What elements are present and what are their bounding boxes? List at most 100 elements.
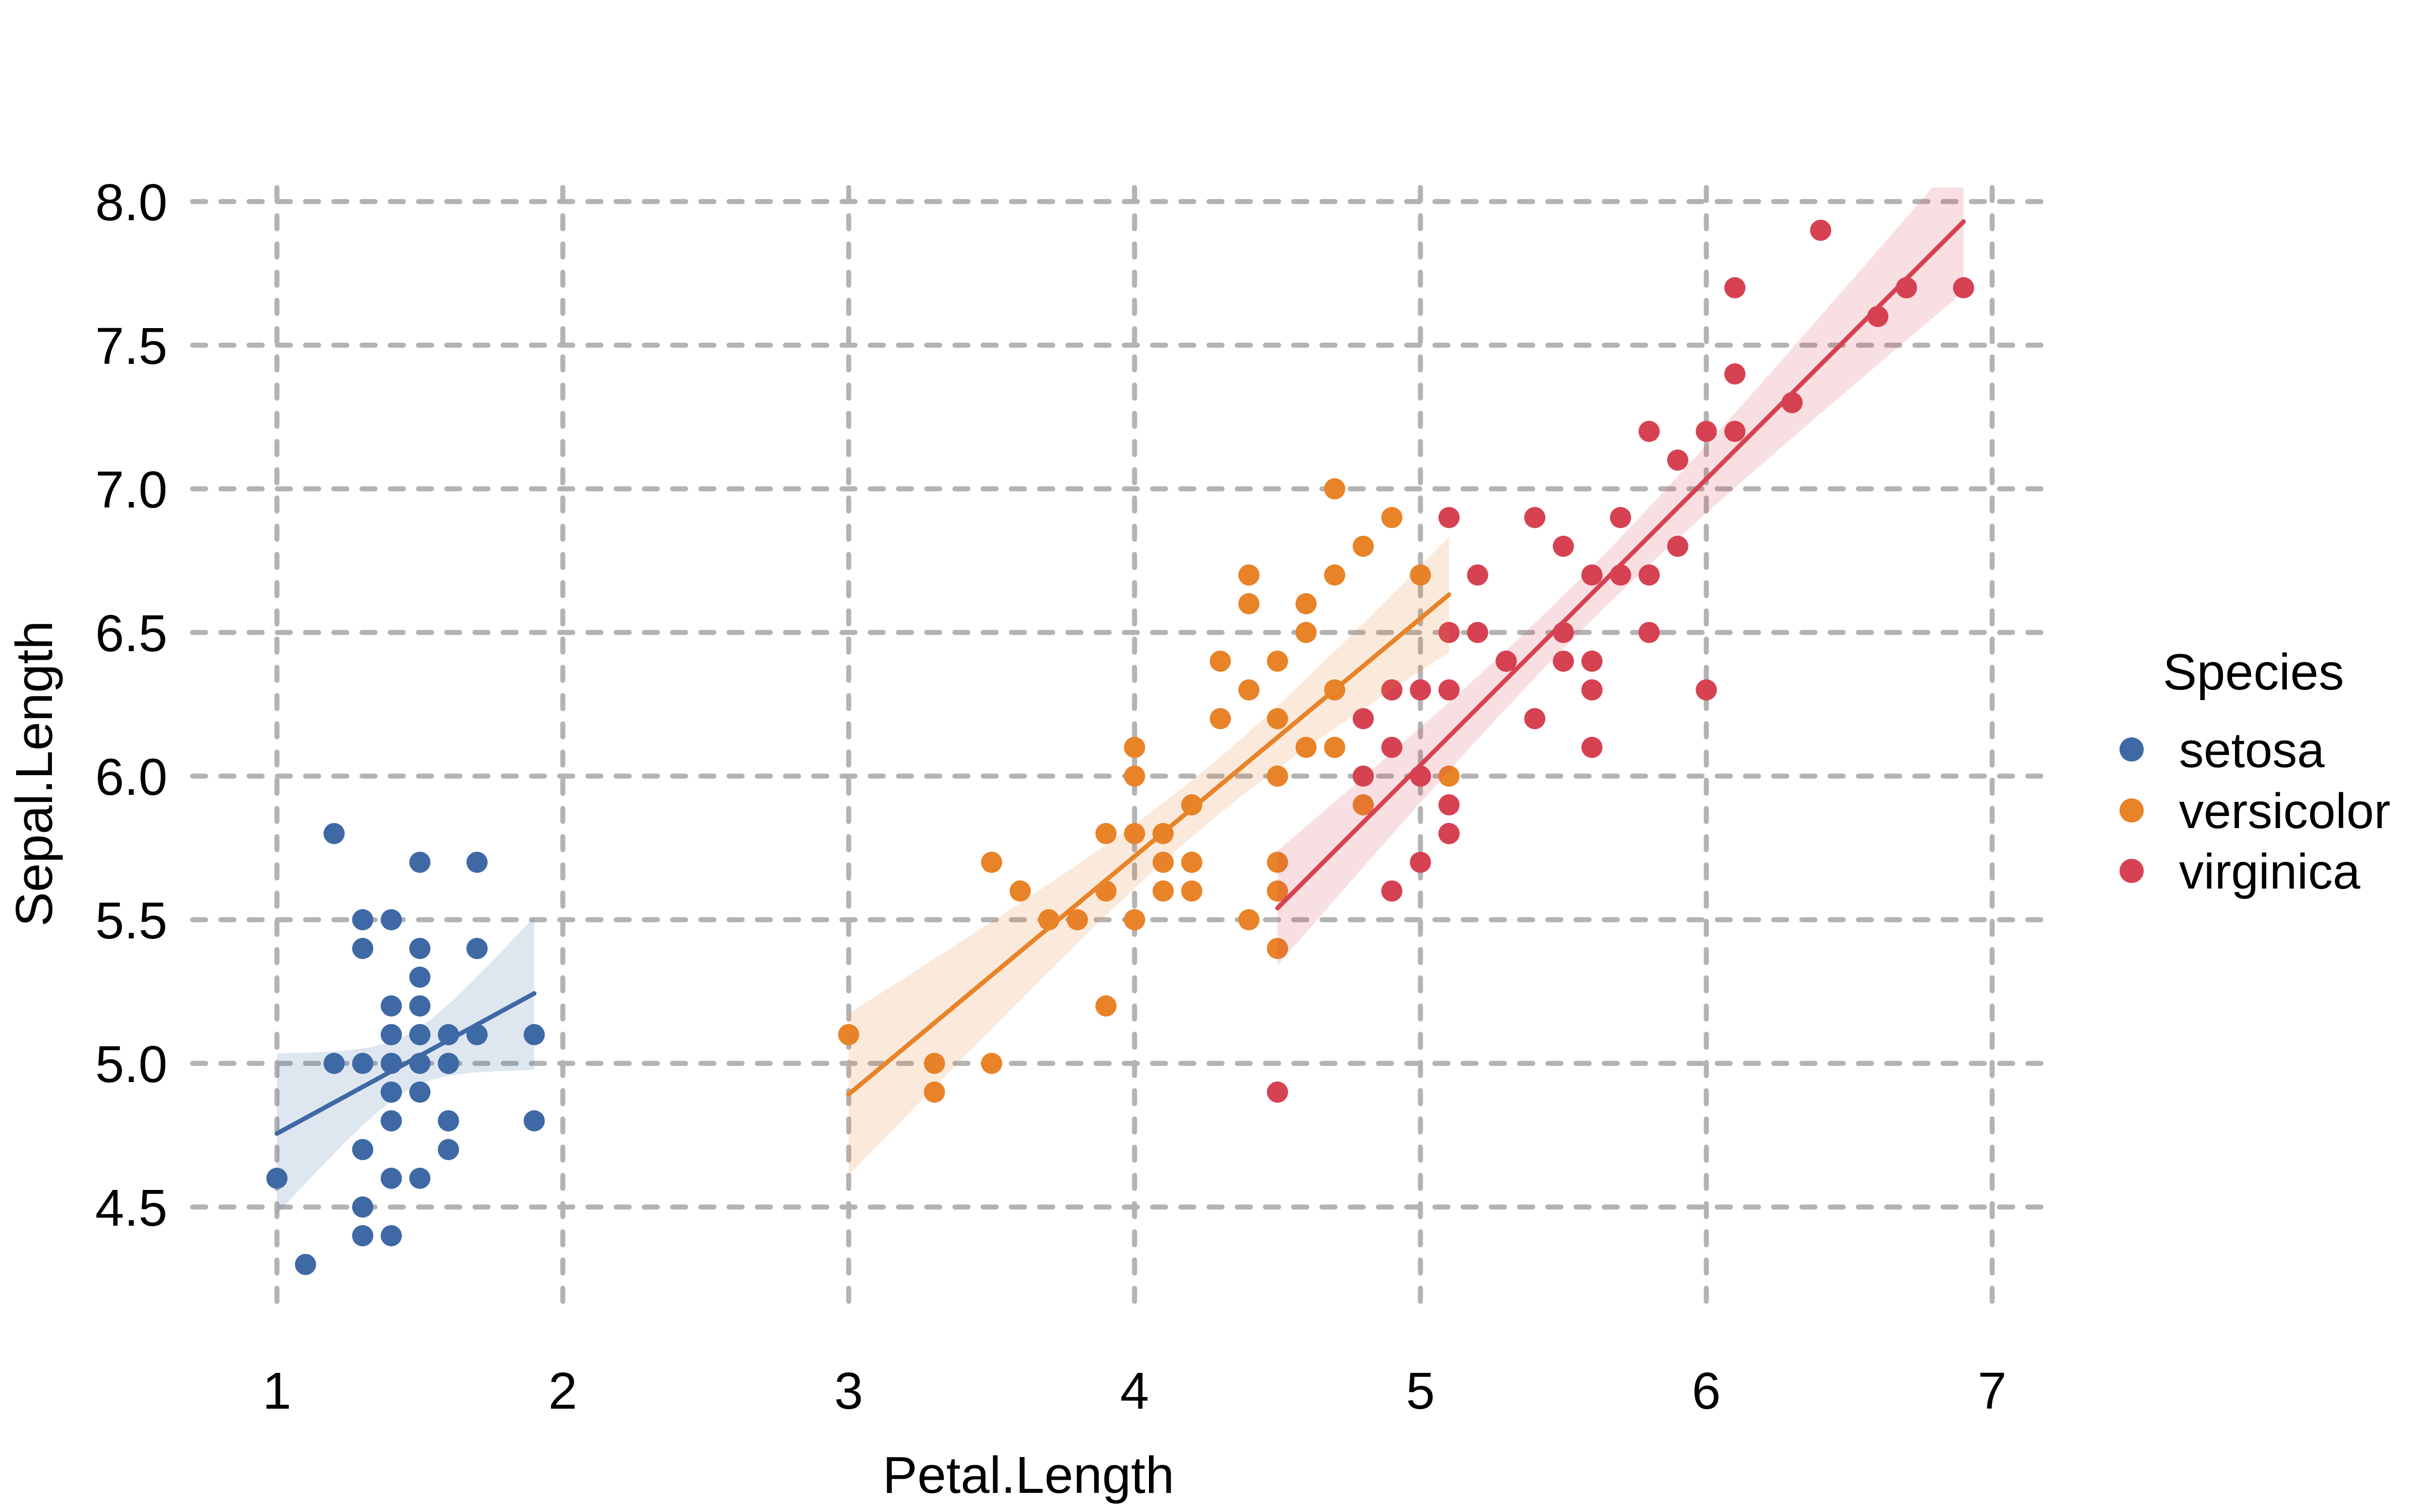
data-point-versicolor	[1124, 823, 1145, 844]
data-point-versicolor	[1266, 708, 1288, 729]
x-tick-label-2: 2	[549, 1362, 577, 1420]
legend-item-versicolor: versicolor	[2120, 783, 2390, 839]
y-tick-label-6.0: 6.0	[95, 748, 167, 806]
data-point-versicolor	[1181, 880, 1202, 902]
legend-swatch-versicolor	[2120, 798, 2144, 823]
data-point-setosa	[381, 1167, 402, 1189]
data-point-setosa	[266, 1167, 288, 1189]
data-point-virginica	[1810, 219, 1832, 241]
x-tick-label-3: 3	[834, 1362, 863, 1420]
legend-swatch-setosa	[2120, 737, 2144, 762]
data-point-virginica	[1381, 880, 1403, 902]
data-point-virginica	[1524, 708, 1546, 729]
data-point-virginica	[1438, 621, 1460, 643]
data-point-setosa	[381, 909, 402, 930]
legend-item-virginica: virginica	[2120, 844, 2361, 899]
y-tick-label-8.0: 8.0	[95, 173, 167, 231]
data-point-virginica	[1381, 679, 1403, 701]
data-point-versicolor	[924, 1081, 945, 1103]
data-point-virginica	[1552, 650, 1574, 672]
x-axis-title: Petal.Length	[883, 1446, 1174, 1504]
y-tick-label-5.5: 5.5	[95, 892, 167, 950]
data-point-setosa	[381, 995, 402, 1017]
data-point-versicolor	[1066, 909, 1088, 930]
data-point-virginica	[1638, 420, 1660, 442]
data-point-versicolor	[981, 1052, 1002, 1074]
data-point-versicolor	[1095, 995, 1117, 1017]
data-point-versicolor	[1295, 621, 1317, 643]
x-tick-label-5: 5	[1406, 1362, 1435, 1420]
panel-background	[193, 187, 2048, 1316]
data-point-virginica	[1638, 564, 1660, 586]
data-point-setosa	[409, 1024, 431, 1045]
data-point-virginica	[1724, 363, 1746, 385]
data-point-setosa	[352, 1196, 374, 1218]
data-point-versicolor	[1238, 679, 1260, 701]
data-point-virginica	[1352, 765, 1374, 787]
data-point-setosa	[352, 937, 374, 959]
data-point-virginica	[1581, 736, 1603, 758]
data-point-setosa	[352, 909, 374, 930]
data-point-virginica	[1667, 449, 1688, 471]
data-point-setosa	[409, 995, 431, 1017]
data-point-versicolor	[1438, 765, 1460, 787]
legend-title: Species	[2163, 644, 2344, 701]
data-point-setosa	[438, 1139, 459, 1160]
data-point-setosa	[523, 1110, 545, 1131]
data-point-setosa	[409, 966, 431, 988]
data-point-virginica	[1438, 823, 1460, 844]
data-point-setosa	[438, 1024, 459, 1045]
data-point-setosa	[409, 1081, 431, 1103]
data-point-versicolor	[1009, 880, 1031, 902]
trend-line-setosa	[274, 991, 537, 1136]
data-point-versicolor	[1410, 564, 1431, 586]
data-point-versicolor	[1266, 765, 1288, 787]
data-point-setosa	[409, 1167, 431, 1189]
data-point-versicolor	[1124, 909, 1145, 930]
confidence-band-virginica	[1277, 187, 1964, 966]
data-point-setosa	[381, 1024, 402, 1045]
data-point-versicolor	[1295, 593, 1317, 614]
legend-swatch-virginica	[2120, 859, 2144, 883]
data-point-virginica	[1495, 650, 1517, 672]
data-point-virginica	[1410, 851, 1431, 873]
x-tick-label-6: 6	[1692, 1362, 1721, 1420]
data-point-setosa	[409, 937, 431, 959]
y-tick-label-5.0: 5.0	[95, 1035, 167, 1093]
data-point-versicolor	[1266, 650, 1288, 672]
data-point-virginica	[1438, 507, 1460, 528]
data-point-versicolor	[1238, 593, 1260, 614]
data-point-virginica	[1953, 277, 1974, 298]
data-point-setosa	[381, 1110, 402, 1131]
data-point-versicolor	[1324, 736, 1346, 758]
data-point-setosa	[523, 1024, 545, 1045]
data-point-versicolor	[1266, 851, 1288, 873]
y-tick-label-7.5: 7.5	[95, 317, 167, 375]
data-point-versicolor	[1209, 650, 1231, 672]
data-point-virginica	[1467, 621, 1488, 643]
data-point-setosa	[409, 851, 431, 873]
data-point-versicolor	[1381, 507, 1403, 528]
data-point-virginica	[1552, 535, 1574, 557]
data-point-versicolor	[838, 1024, 860, 1045]
legend-label-setosa: setosa	[2179, 722, 2325, 778]
data-point-versicolor	[1238, 909, 1260, 930]
legend-item-setosa: setosa	[2120, 722, 2325, 778]
data-point-virginica	[1638, 621, 1660, 643]
x-tick-label-7: 7	[1978, 1362, 2007, 1420]
data-point-setosa	[294, 1253, 316, 1275]
points-setosa	[266, 823, 545, 1275]
data-point-virginica	[1581, 679, 1603, 701]
data-point-setosa	[352, 1139, 374, 1160]
data-point-versicolor	[981, 851, 1002, 873]
data-point-versicolor	[1181, 794, 1202, 815]
data-point-versicolor	[1324, 478, 1346, 499]
data-point-versicolor	[1095, 823, 1117, 844]
trend-line-versicolor	[846, 592, 1451, 1097]
legend: Species setosa versicolor virginica	[2120, 644, 2390, 899]
trend-line-virginica	[1275, 219, 1966, 911]
data-point-versicolor	[1209, 708, 1231, 729]
data-point-setosa	[466, 851, 488, 873]
data-point-setosa	[323, 823, 345, 844]
